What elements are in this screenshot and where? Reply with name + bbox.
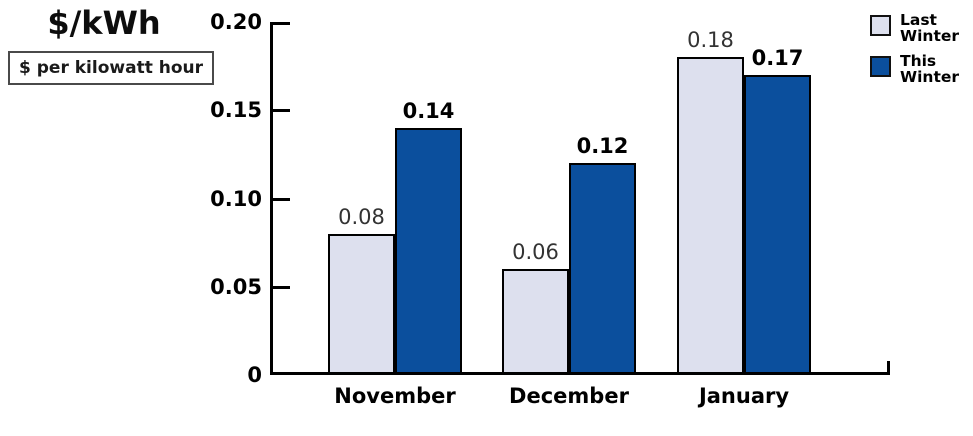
unit-label: $ per kilowatt hour	[19, 58, 204, 78]
x-axis-labels: November December January	[270, 384, 890, 420]
bar-value-label-this-winter-january: 0.17	[751, 46, 804, 70]
y-tick-label: 0.15	[210, 98, 262, 122]
unit-label-box: $ per kilowatt hour	[8, 51, 215, 85]
bar-last-winter-december	[502, 269, 569, 375]
y-tick-label: 0	[247, 363, 262, 387]
legend-label-line: Winter	[900, 27, 960, 45]
legend: Last Winter This Winter	[870, 12, 959, 94]
y-tick-label: 0.05	[210, 275, 262, 299]
x-tick-label-november: November	[334, 384, 456, 408]
legend-label: This Winter	[900, 53, 959, 85]
bar-value-label-last-winter-december: 0.06	[512, 240, 559, 264]
bar-value-label-last-winter-january: 0.18	[687, 28, 734, 52]
x-axis-end-tick	[887, 361, 890, 375]
y-tick-label: 0.20	[210, 10, 262, 34]
x-tick-label-january: January	[698, 384, 790, 408]
legend-item-last-winter: Last Winter	[870, 12, 959, 44]
legend-item-this-winter: This Winter	[870, 53, 959, 85]
y-tick-mark	[270, 198, 290, 201]
legend-label-line: Winter	[900, 68, 960, 86]
legend-label-line: Last	[900, 11, 937, 29]
bar-this-winter-november	[395, 128, 462, 375]
chart-title: $/kWh	[47, 4, 161, 42]
x-tick-label-december: December	[509, 384, 629, 408]
title-block: $/kWh $ per kilowatt hour	[8, 4, 215, 85]
y-tick-mark	[270, 109, 290, 112]
bar-last-winter-january	[677, 57, 744, 375]
plot-area: 0.08 0.06 0.18 0.14 0.12 0.17	[270, 22, 890, 375]
x-axis-line	[270, 372, 890, 375]
legend-label-line: This	[900, 52, 937, 70]
y-tick-label: 0.10	[210, 187, 262, 211]
legend-label: Last Winter	[900, 12, 959, 44]
legend-swatch	[870, 15, 891, 36]
y-axis-labels: 0 0.05 0.10 0.15 0.20	[0, 0, 262, 436]
bar-this-winter-january	[744, 75, 811, 375]
bar-value-label-this-winter-november: 0.14	[402, 99, 455, 123]
y-tick-mark	[270, 286, 290, 289]
legend-swatch	[870, 56, 891, 77]
bar-value-label-this-winter-december: 0.12	[576, 134, 629, 158]
bar-value-label-last-winter-november: 0.08	[338, 205, 385, 229]
bar-this-winter-december	[569, 163, 636, 375]
y-tick-mark	[270, 22, 290, 25]
bar-last-winter-november	[328, 234, 395, 375]
